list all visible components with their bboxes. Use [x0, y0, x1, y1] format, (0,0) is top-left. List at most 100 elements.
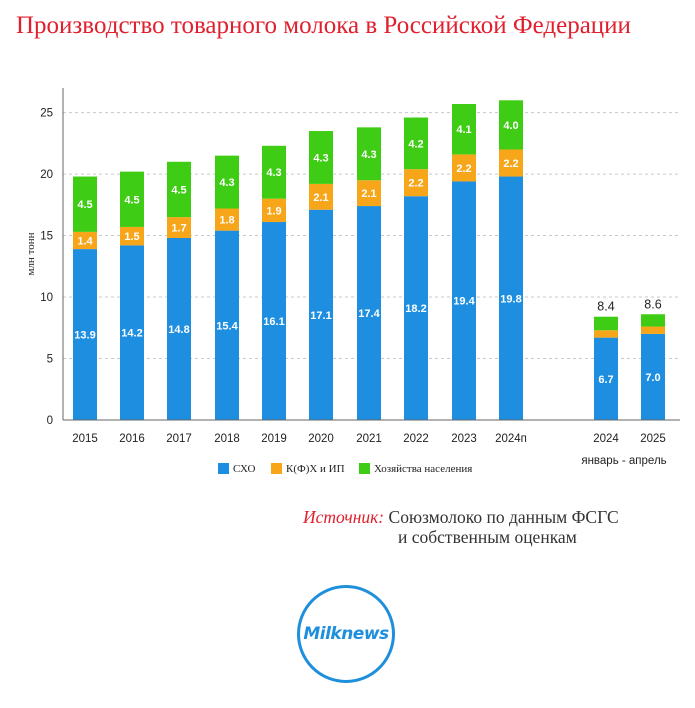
bar-segment-1: [167, 238, 191, 420]
y-tick-label: 20: [40, 169, 53, 181]
bar-segment-3: [404, 117, 428, 170]
data-label: 17.1: [310, 310, 331, 322]
data-label: 2.1: [361, 188, 376, 200]
bar-segment-1: [357, 206, 381, 420]
bar-segment-2: [215, 208, 239, 231]
legend-swatch: [271, 463, 282, 474]
legend-swatch: [359, 463, 370, 474]
data-label: 4.5: [77, 199, 92, 211]
period-note: январь - апрель: [581, 455, 666, 467]
x-tick-label: 2025: [640, 433, 666, 445]
source-line-2: и собственным оценкам: [398, 527, 577, 547]
bar-segment-3: [452, 103, 476, 155]
bar-segment-3: [641, 314, 665, 327]
bar-segment-1: [594, 337, 618, 420]
data-label: 4.2: [408, 138, 423, 150]
data-label: 16.1: [263, 316, 284, 328]
bar-segment-3: [167, 161, 191, 218]
bar-segment-1: [73, 249, 97, 420]
data-label: 13.9: [74, 330, 95, 342]
bar-segment-3: [262, 145, 286, 199]
data-label: 19.4: [453, 296, 475, 308]
bar-segment-2: [452, 154, 476, 182]
data-label: 4.3: [266, 167, 281, 179]
chart-title: Производство товарного молока в Российск…: [16, 12, 631, 39]
source-label: Источник:: [303, 507, 385, 527]
data-label: 19.8: [500, 293, 521, 305]
data-label: 4.5: [124, 194, 139, 206]
data-label: 2.1: [313, 192, 328, 204]
data-label: 6.7: [598, 374, 613, 386]
bar-segment-3: [73, 176, 97, 232]
bar-segment-3: [120, 171, 144, 227]
milknews-logo[interactable]: Milknews: [297, 585, 395, 683]
data-label: 4.3: [219, 177, 234, 189]
bar-segment-3: [499, 100, 523, 150]
data-label: 17.4: [358, 308, 380, 320]
legend-label: СХО: [233, 463, 255, 475]
data-label: 2.2: [503, 158, 518, 170]
data-label: 1.7: [171, 223, 186, 235]
x-tick-label: 2019: [261, 433, 287, 445]
source-note: Источник: Союзмолоко по данным ФСГС и со…: [303, 507, 619, 547]
y-tick-label: 0: [47, 415, 53, 427]
data-label: 14.2: [121, 328, 142, 340]
y-tick-label: 5: [47, 354, 53, 366]
data-label: 1.8: [219, 215, 234, 227]
bar-segment-3: [215, 155, 239, 209]
y-tick-label: 10: [40, 292, 53, 304]
bar-segment-2: [120, 226, 144, 246]
legend-swatch: [218, 463, 229, 474]
data-label: 1.9: [266, 205, 281, 217]
bar-segment-2: [309, 183, 333, 210]
y-axis-label: млн тонн: [25, 232, 37, 275]
total-label: 8.6: [644, 297, 661, 311]
bar-segment-1: [309, 209, 333, 420]
bar-segment-1: [262, 222, 286, 420]
x-tick-label: 2024п: [495, 433, 527, 445]
x-tick-label: 2018: [214, 433, 240, 445]
data-label: 7.0: [645, 372, 660, 384]
total-label: 8.4: [597, 300, 614, 314]
bar-segment-1: [215, 230, 239, 420]
legend: СХО К(Ф)Х и ИП Хозяйства населения: [218, 463, 472, 475]
x-tick-label: 2015: [72, 433, 98, 445]
bar-segment-2: [167, 217, 191, 239]
bar-segment-3: [594, 316, 618, 331]
x-tick-label: 2022: [403, 433, 429, 445]
y-tick-label: 15: [40, 231, 53, 243]
legend-label: Хозяйства населения: [374, 463, 472, 475]
stacked-bar-chart: 13.9 1.4 4.5 14.2 1.5 4.5 14.8 1.7 4.5 15.4 1.8 4.3…: [25, 88, 680, 475]
bar-segment-2: [641, 326, 665, 334]
data-label: 2.2: [408, 178, 423, 190]
source-line-1: Союзмолоко по данным ФСГС: [388, 507, 619, 527]
data-label: 4.1: [456, 124, 471, 136]
data-label: 2.2: [456, 163, 471, 175]
x-tick-label: 2023: [451, 433, 477, 445]
data-label: 15.4: [216, 320, 238, 332]
bar-segment-2: [262, 198, 286, 223]
bar-segment-1: [641, 333, 665, 420]
data-label: 4.0: [503, 120, 518, 132]
bar-segment-1: [452, 181, 476, 420]
bar-segment-2: [594, 330, 618, 338]
bar-segment-1: [499, 176, 523, 420]
bar-segment-2: [499, 149, 523, 177]
bar-segment-1: [404, 196, 428, 420]
x-tick-label: 2020: [308, 433, 334, 445]
bars: 13.9 1.4 4.5 14.2 1.5 4.5 14.8 1.7 4.5 15.4 1.8 4.3…: [73, 100, 665, 420]
data-label: 4.5: [171, 184, 186, 196]
logo-text: Milknews: [303, 624, 389, 644]
legend-label: К(Ф)Х и ИП: [286, 463, 345, 475]
x-tick-label: 2016: [119, 433, 145, 445]
x-tick-label: 2024: [593, 433, 619, 445]
x-tick-label: 2021: [356, 433, 382, 445]
data-label: 14.8: [168, 324, 189, 336]
bar-segment-3: [309, 131, 333, 184]
bar-segment-1: [120, 245, 144, 420]
x-tick-label: 2017: [166, 433, 192, 445]
bar-segment-3: [357, 127, 381, 181]
y-tick-label: 25: [40, 108, 53, 120]
data-label: 1.5: [124, 231, 139, 243]
bar-segment-2: [73, 231, 97, 250]
